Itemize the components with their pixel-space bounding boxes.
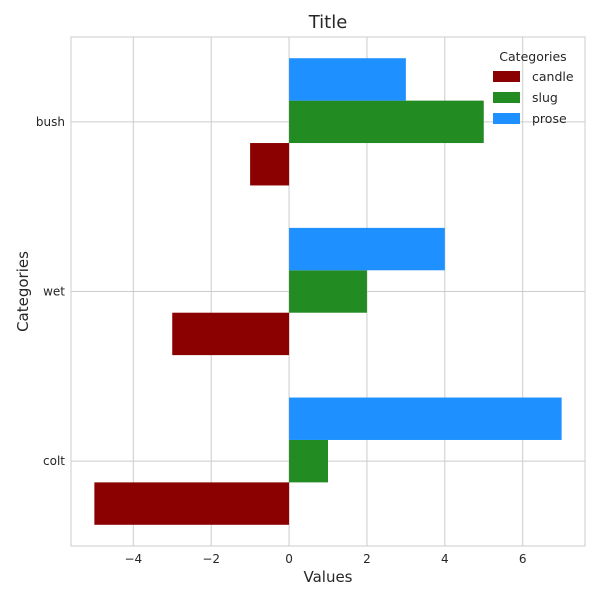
legend: Categories candle slug prose xyxy=(493,49,574,126)
bar-slug-bush xyxy=(289,100,484,144)
bar-candle-wet xyxy=(172,312,290,356)
y-axis-title: Categories xyxy=(14,251,32,332)
legend-label-candle: candle xyxy=(532,69,574,84)
bars xyxy=(94,58,562,525)
x-tick-label: 6 xyxy=(519,552,527,566)
bar-slug-colt xyxy=(289,439,328,483)
x-axis-ticks: −4 −2 0 2 4 6 xyxy=(124,552,526,566)
x-tick-label: 0 xyxy=(285,552,293,566)
legend-label-prose: prose xyxy=(532,111,567,126)
y-tick-label: colt xyxy=(43,454,65,468)
y-tick-label: bush xyxy=(36,115,65,129)
bar-prose-colt xyxy=(289,397,562,440)
chart-title: Title xyxy=(308,12,348,33)
bar-prose-wet xyxy=(289,227,445,271)
legend-swatch-slug xyxy=(493,92,520,103)
legend-swatch-prose xyxy=(493,113,520,124)
legend-title: Categories xyxy=(499,49,566,64)
x-tick-label: 2 xyxy=(363,552,371,566)
bar-prose-bush xyxy=(289,58,406,101)
x-tick-label: 4 xyxy=(441,552,449,566)
legend-swatch-candle xyxy=(493,71,520,82)
x-axis-title: Values xyxy=(303,568,352,586)
bar-slug-wet xyxy=(289,270,367,313)
bar-candle-colt xyxy=(94,482,290,525)
legend-label-slug: slug xyxy=(532,90,558,105)
y-tick-label: wet xyxy=(43,285,65,299)
bar-candle-bush xyxy=(250,143,290,186)
y-axis-ticks: colt wet bush xyxy=(36,115,65,468)
x-tick-label: −4 xyxy=(124,552,142,566)
x-tick-label: −2 xyxy=(202,552,220,566)
plot-frame xyxy=(70,36,586,547)
